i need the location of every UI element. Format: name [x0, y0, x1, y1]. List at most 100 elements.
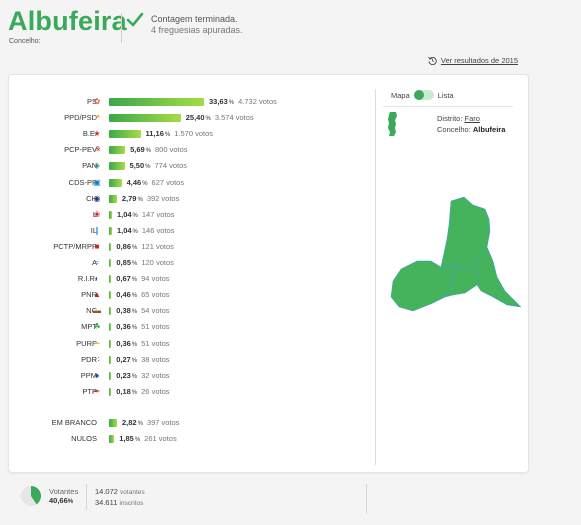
result-row[interactable]: PTP ✒ 0,18% 26 votos [9, 385, 369, 399]
result-row[interactable]: CDS-PP ▣ 4,46% 627 votos [9, 176, 369, 190]
rir-icon: ◐ [94, 274, 100, 284]
result-value: 0,36% 51 votos [116, 339, 169, 348]
municipality-map[interactable] [389, 195, 521, 311]
result-row[interactable]: PCP-PEV ☭ 5,69% 800 votos [9, 143, 369, 157]
result-bar [109, 226, 112, 235]
result-value: 1,04% 146 votos [117, 226, 174, 235]
percent-sign: % [131, 293, 138, 300]
result-row[interactable]: PPM ● 0,23% 32 votos [9, 369, 369, 383]
turnout-percent-value: 40,66 [49, 496, 68, 505]
result-percent: 11,16 [145, 129, 164, 139]
municipality-label: Concelho: [437, 125, 471, 134]
result-percent: 0,27 [116, 354, 131, 364]
result-row[interactable]: PURP ━ 0,36% 51 votos [9, 337, 369, 351]
footer-divider [86, 484, 87, 510]
result-row[interactable]: PPD/PSD ↗ 25,40% 3.574 votos [9, 111, 369, 125]
result-row[interactable]: CH ◉ 2,79% 392 votos [9, 192, 369, 206]
result-votes: 121 votos [141, 241, 174, 251]
result-percent: 2,79 [121, 193, 137, 203]
parish-area-west [390, 260, 456, 311]
result-row[interactable]: PS ✿ 33,63% 4.732 votos [9, 95, 369, 109]
chega-icon: ◉ [93, 193, 101, 203]
district-link[interactable]: Faro [464, 114, 480, 123]
turnout-footer: Votantes 40,66% 14.072 votantes 34.611 i… [0, 478, 581, 525]
parish-area-center [444, 264, 482, 298]
result-value: 11,16% 1.570 votos [146, 129, 213, 138]
result-row[interactable]: IL ❙ 1,04% 146 votos [9, 224, 369, 238]
result-votes: 627 votos [151, 177, 185, 187]
result-bar [109, 291, 112, 300]
result-row[interactable]: PCTP/MRPP ■ 0,86% 121 votos [9, 240, 369, 254]
result-percent: 0,85 [116, 258, 131, 267]
page-title: Albufeira [8, 6, 127, 36]
party-name: PS [86, 97, 97, 106]
previous-results-link[interactable]: Ver resultados de 2015 [428, 56, 518, 65]
result-row[interactable]: MPT ☘ 0,36% 51 votos [9, 320, 369, 334]
cds-icon: ▣ [93, 177, 101, 187]
result-row[interactable]: PNR ▲ 0,46% 65 votos [9, 288, 369, 302]
result-value: 0,86% 121 votos [116, 242, 173, 251]
alianca-icon: ≈ [94, 258, 100, 267]
percent-sign: % [164, 132, 171, 139]
result-value: 5,50% 774 votos [130, 161, 187, 170]
location-info: Distrito: Faro Concelho: Albufeira [437, 113, 505, 135]
percent-sign: % [145, 164, 151, 171]
party-name: PTP [82, 386, 97, 396]
party-name: NULOS [71, 434, 97, 444]
result-bar [109, 242, 112, 251]
result-row[interactable]: B.E. ★ 11,16% 1.570 votos [9, 127, 369, 141]
percent-sign: % [137, 196, 143, 203]
map-list-switch[interactable] [413, 90, 434, 100]
arrow-icon: ↗ [93, 113, 101, 123]
result-bar [109, 355, 112, 364]
map-separator [383, 106, 513, 107]
result-row[interactable]: PDR ∷ 0,27% 38 votos [9, 353, 369, 367]
result-bar [109, 371, 112, 380]
result-percent: 0,67 [116, 274, 131, 284]
switch-knob [413, 90, 424, 100]
result-row[interactable]: L ❀ 1,04% 147 votos [9, 208, 369, 222]
result-value: 2,79% 392 votos [122, 194, 179, 203]
registered-count: 34.611 [95, 498, 118, 507]
mpt-icon: ☘ [93, 322, 101, 332]
percent-sign: % [132, 261, 138, 267]
result-row[interactable]: EM BRANCO 2,82% 397 votos [9, 416, 369, 430]
party-name: PCP-PEV [64, 145, 97, 155]
page-subtitle: Concelho: [9, 38, 41, 45]
result-row[interactable]: NULOS 1,85% 261 votos [9, 432, 369, 446]
result-bar [109, 339, 112, 348]
result-percent: 1,04 [116, 225, 132, 235]
ppm-icon: ● [94, 370, 100, 380]
pan-icon: ◈ [93, 161, 101, 171]
result-value: 1,04% 147 votos [117, 210, 174, 219]
view-toggle[interactable]: Mapa Lista [391, 90, 454, 100]
result-value: 0,23% 32 votos [116, 371, 169, 380]
result-row[interactable]: A ≈0,85% 120 votos [9, 256, 369, 270]
result-value: 2,82% 397 votos [122, 418, 179, 427]
result-row[interactable]: R.I.R. ◐ 0,67% 94 votos [9, 272, 369, 286]
toggle-list-label[interactable]: Lista [437, 90, 454, 100]
party-name: PNR [81, 290, 97, 300]
star-icon: ★ [93, 129, 101, 139]
result-percent: 0,36 [116, 322, 131, 332]
result-row[interactable]: PAN ◈ 5,50% 774 votos [9, 159, 369, 173]
percent-sign: % [132, 228, 138, 235]
result-row[interactable]: NC ▬ 0,38% 54 votos [9, 304, 369, 318]
mrpp-icon: ■ [94, 241, 100, 251]
sickle-icon: ☭ [93, 145, 101, 155]
result-bar [109, 387, 112, 396]
previous-results-label: Ver resultados de 2015 [440, 56, 518, 65]
turnout-label: Votantes [49, 487, 79, 496]
voters-count: 14.072 [95, 487, 118, 496]
party-name: EM BRANCO [51, 418, 97, 427]
percent-sign: % [131, 325, 138, 332]
party-name: A [91, 258, 97, 267]
il-icon: ❙ [93, 225, 101, 235]
result-percent: 5,69 [130, 145, 145, 155]
party-name: L [92, 209, 97, 219]
result-votes: 94 votos [141, 274, 170, 284]
result-bar [109, 323, 112, 332]
result-votes: 120 votos [141, 258, 174, 267]
result-votes: 51 votos [141, 338, 170, 348]
toggle-map-label[interactable]: Mapa [391, 90, 410, 100]
